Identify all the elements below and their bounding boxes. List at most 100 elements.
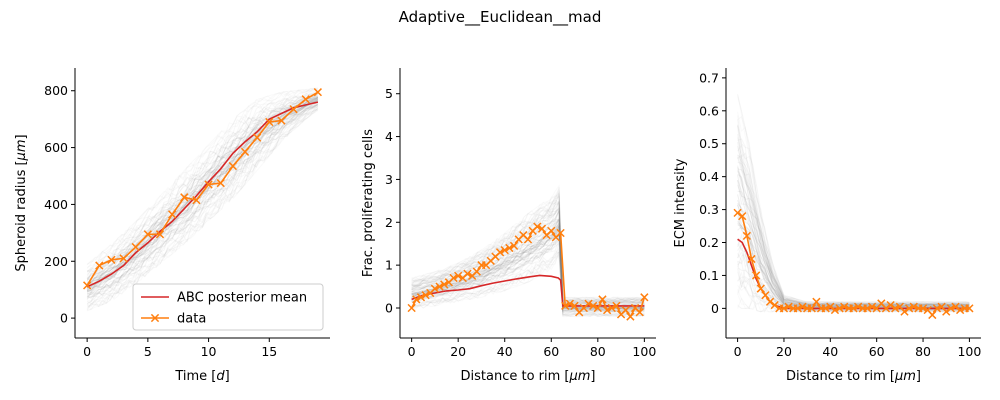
- data-marker: [886, 300, 895, 310]
- data-marker: [779, 304, 789, 313]
- data-marker: [951, 302, 960, 311]
- data-marker: [821, 304, 830, 313]
- x-tick-label: 0: [408, 344, 416, 359]
- data-marker: [533, 222, 542, 231]
- data-marker: [738, 212, 747, 221]
- sample-line: [411, 254, 645, 318]
- sample-line: [86, 101, 319, 295]
- sample-line: [737, 161, 970, 306]
- data-marker: [561, 301, 570, 310]
- sample-line: [86, 92, 318, 273]
- data-marker: [421, 291, 430, 300]
- y-axis-label: ECM intensity: [673, 158, 688, 247]
- sample-line: [411, 241, 645, 316]
- data-marker: [881, 304, 891, 313]
- data-marker: [416, 293, 426, 302]
- data-marker: [905, 304, 914, 313]
- sample-line: [86, 103, 319, 298]
- sample-line: [86, 104, 319, 297]
- sample-line: [737, 169, 970, 307]
- sample-line: [411, 232, 645, 313]
- legend-box: [132, 283, 324, 331]
- data-marker: [593, 303, 602, 313]
- sample-line: [87, 97, 319, 285]
- sample-line: [411, 233, 645, 312]
- sample-line: [86, 97, 318, 285]
- data-marker: [83, 281, 92, 290]
- data-marker: [435, 282, 444, 291]
- data-marker: [849, 304, 858, 313]
- data-marker: [946, 304, 955, 313]
- sample-line: [737, 293, 970, 313]
- data-marker: [956, 305, 965, 315]
- sample-line: [86, 107, 319, 311]
- data-marker: [784, 302, 793, 311]
- data-marker: [918, 304, 928, 313]
- sample-line: [411, 189, 645, 302]
- y-tick-label: 200: [44, 254, 68, 269]
- y-tick-label: 0.5: [699, 136, 719, 151]
- data-marker: [928, 310, 937, 320]
- data-marker: [301, 95, 310, 104]
- figure-title: Adaptive__Euclidean__mad: [399, 8, 602, 27]
- legend-label: data: [177, 312, 206, 327]
- data-marker: [463, 269, 472, 278]
- data-marker: [840, 302, 849, 311]
- sample-line: [737, 293, 970, 313]
- sample-line: [86, 94, 319, 282]
- sample-line: [411, 199, 645, 303]
- sample-line: [86, 96, 319, 281]
- y-tick-label: 0.1: [699, 268, 719, 283]
- y-tick-label: 2: [385, 215, 393, 230]
- data-marker: [598, 295, 607, 304]
- data-marker: [472, 267, 481, 276]
- x-tick-label: 0: [83, 344, 91, 359]
- data-marker: [733, 208, 742, 218]
- data-marker: [192, 196, 201, 205]
- data-marker: [770, 300, 779, 310]
- sample-line: [86, 101, 319, 291]
- sample-line: [86, 92, 318, 273]
- sample-line: [86, 103, 319, 299]
- sample-line: [737, 154, 970, 306]
- sample-line: [737, 190, 970, 307]
- sample-line: [737, 133, 970, 306]
- sample-line: [86, 104, 319, 300]
- data-marker: [826, 302, 835, 311]
- y-tick-label: 600: [44, 140, 68, 155]
- data-marker: [891, 304, 900, 313]
- data-marker: [228, 161, 237, 171]
- data-marker: [265, 117, 274, 127]
- sample-line: [737, 141, 970, 306]
- data-marker: [440, 280, 449, 289]
- sample-line: [86, 105, 319, 307]
- x-tick-label: 80: [915, 344, 931, 359]
- y-tick-label: 0.2: [699, 235, 719, 250]
- sample-line: [87, 95, 319, 279]
- data-marker: [900, 307, 909, 316]
- data-marker: [107, 255, 116, 264]
- x-tick-label: 20: [450, 344, 466, 359]
- sample-line: [86, 104, 319, 299]
- x-tick-label: 100: [632, 344, 656, 359]
- data-marker: [430, 284, 440, 293]
- data-marker: [449, 273, 458, 283]
- sample-line: [737, 278, 970, 312]
- sample-line: [87, 96, 318, 280]
- sample-line: [737, 165, 970, 307]
- sample-line: [411, 251, 645, 317]
- y-tick-label: 1: [385, 258, 393, 273]
- sample-line: [737, 267, 970, 311]
- sample-line: [86, 106, 319, 304]
- y-tick-label: 0.6: [699, 103, 719, 118]
- sample-line: [737, 173, 970, 307]
- sample-line: [411, 186, 645, 301]
- data-marker: [565, 299, 575, 308]
- data-marker: [412, 295, 421, 304]
- sample-line: [86, 95, 319, 280]
- x-axis-label: Distance to rim [μm]: [786, 369, 921, 384]
- sample-line: [86, 88, 318, 269]
- sample-line: [737, 154, 970, 306]
